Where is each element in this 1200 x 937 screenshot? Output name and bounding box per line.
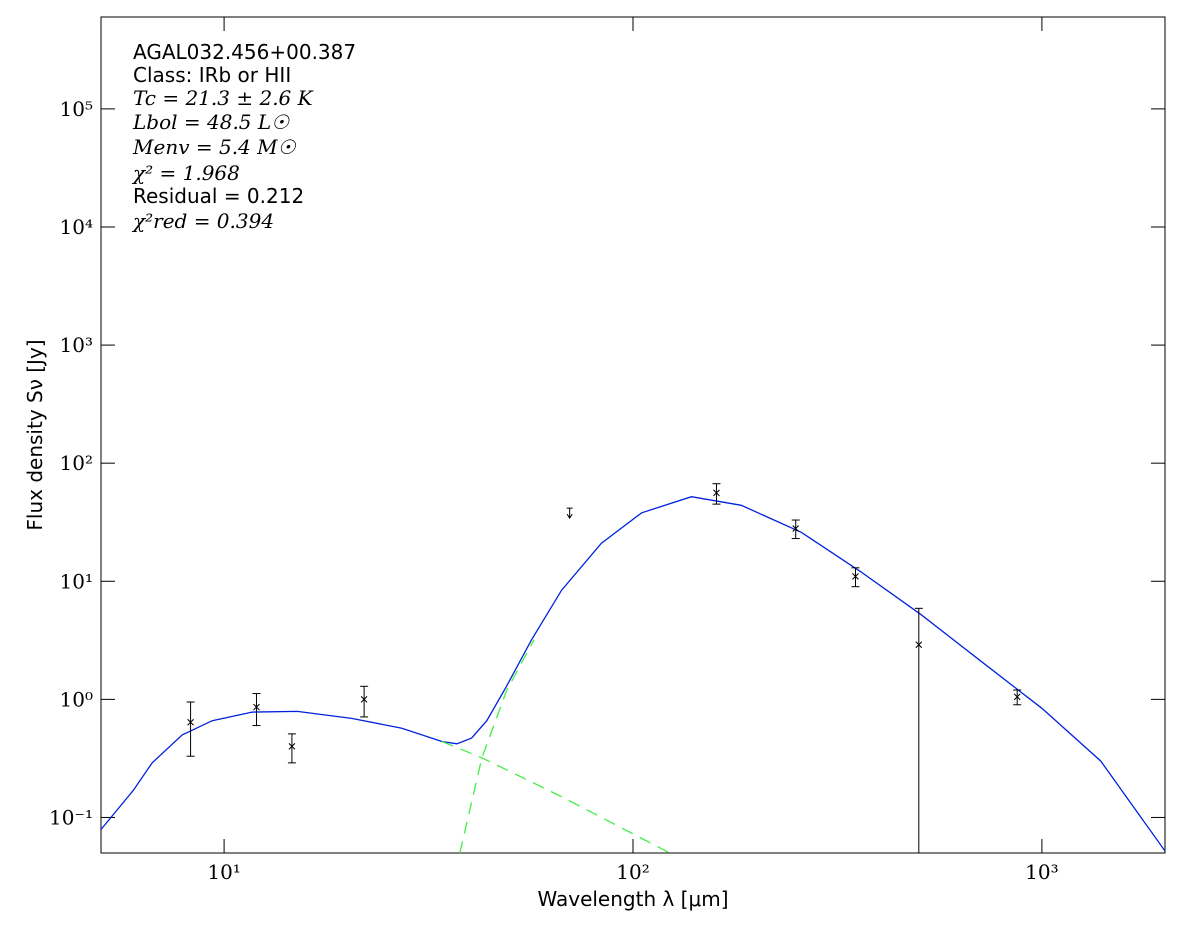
y-tick-label: 10⁰ <box>60 687 93 711</box>
y-tick-label: 10³ <box>60 333 93 357</box>
annotation: Residual = 0.212 <box>133 184 304 208</box>
data-point <box>288 742 296 750</box>
data-point <box>360 696 368 703</box>
y-tick-label: 10⁵ <box>60 97 93 121</box>
x-tick-label: 10³ <box>1025 860 1058 884</box>
data-point <box>253 703 260 711</box>
annotation: χ² = 1.968 <box>131 161 240 185</box>
data-point <box>1013 693 1021 701</box>
y-axis-label: Flux density Sν [Jy] <box>23 339 47 530</box>
data-point <box>187 718 194 726</box>
annotation: χ²red = 0.394 <box>131 209 274 233</box>
data-point <box>852 573 859 580</box>
x-tick-label: 10² <box>616 860 649 884</box>
x-tick-label: 10¹ <box>207 860 240 884</box>
model-curve <box>441 740 671 854</box>
annotation: AGAL032.456+00.387 <box>133 40 356 64</box>
y-tick-label: 10⁴ <box>60 215 93 239</box>
model-curve <box>459 639 535 854</box>
upper-limit <box>566 507 573 520</box>
y-tick-label: 10² <box>60 451 93 475</box>
data-point <box>915 641 923 649</box>
annotation: Tc = 21.3 ± 2.6 K <box>133 86 314 110</box>
x-axis-label: Wavelength λ [μm] <box>537 887 728 911</box>
annotation: Class: IRb or HII <box>133 63 291 87</box>
annotation: Lbol = 48.5 L☉ <box>132 110 290 134</box>
y-tick-label: 10¹ <box>60 569 93 593</box>
annotation: Menv = 5.4 M☉ <box>132 135 297 159</box>
data-point <box>792 525 800 532</box>
y-tick-label: 10⁻¹ <box>49 805 93 829</box>
data-point <box>713 489 720 497</box>
model-curve <box>100 496 1166 852</box>
